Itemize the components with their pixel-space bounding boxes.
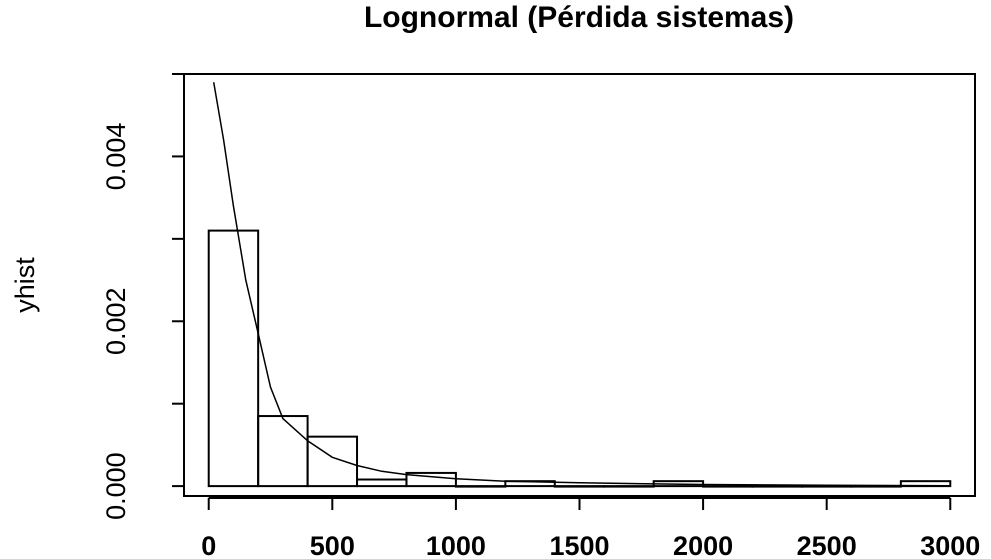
y-tick-label: 0.000: [101, 452, 131, 520]
histogram-bar: [751, 485, 803, 488]
y-tick-label: 0.004: [101, 123, 131, 191]
x-tick-label: 1000: [426, 531, 486, 559]
x-tick-label: 2000: [673, 531, 733, 559]
x-tick-label: 1500: [549, 531, 609, 559]
x-axis: 0 500 1000 1500 2000 2500 3000: [201, 497, 980, 559]
histogram-bar: [405, 471, 457, 488]
x-tick-label: 2500: [797, 531, 857, 559]
y-tick-label: 0.002: [101, 287, 131, 355]
histogram-bar: [553, 485, 606, 488]
histogram-bar: [207, 229, 260, 488]
histogram-bars: [207, 229, 952, 488]
histogram-bar: [356, 478, 408, 488]
x-tick-label: 3000: [920, 531, 980, 559]
histogram-bar: [257, 415, 309, 488]
y-axis-label: yhist: [10, 257, 40, 313]
chart-title: Lognormal (Pérdida sistemas): [364, 1, 794, 34]
histogram-bar: [603, 485, 655, 488]
histogram-bar: [800, 485, 853, 488]
x-tick-label: 0: [201, 531, 216, 559]
density-curve: [212, 82, 951, 487]
histogram-bar: [702, 485, 754, 488]
y-axis: 0.000 0.002 0.004: [101, 73, 185, 520]
histogram-bar: [306, 435, 359, 488]
x-tick-label: 500: [310, 531, 355, 559]
plot-frame: [183, 73, 976, 497]
histogram-bar: [454, 485, 507, 488]
